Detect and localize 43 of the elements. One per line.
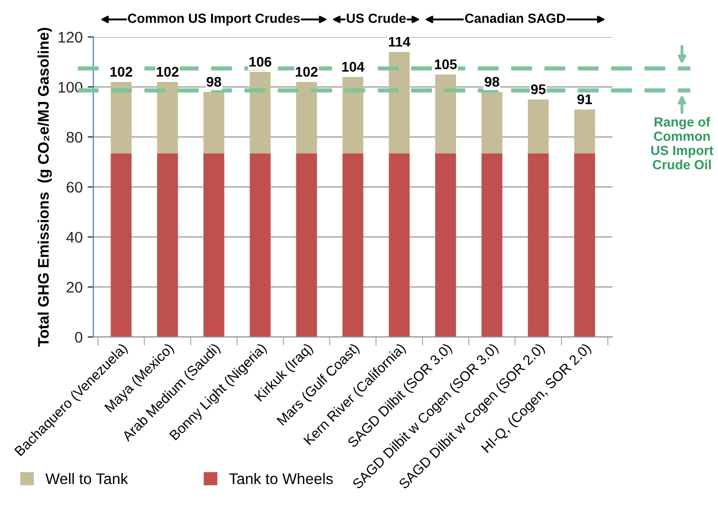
bar xyxy=(574,153,596,337)
bar xyxy=(482,153,502,337)
bar xyxy=(110,82,132,154)
y-tick-label: 40 xyxy=(66,232,82,243)
bar xyxy=(296,82,317,154)
y-tick-label: 80 xyxy=(66,132,82,143)
bar xyxy=(435,153,456,337)
bar xyxy=(203,153,224,337)
text: Canadian SAGD xyxy=(465,13,566,23)
y-tick-label: 20 xyxy=(66,282,82,293)
y-tick-label: 0 xyxy=(75,332,82,343)
total-label: 102 xyxy=(296,66,318,77)
legend-label: Well to Tank xyxy=(45,472,128,484)
bar xyxy=(528,99,549,154)
text: US Crude xyxy=(346,13,406,23)
total-label: 98 xyxy=(484,76,500,87)
bar xyxy=(250,153,271,337)
total-label: 98 xyxy=(206,76,222,87)
bar xyxy=(388,153,410,337)
total-label: 102 xyxy=(110,66,132,77)
bar xyxy=(435,74,456,154)
total-label: 114 xyxy=(388,37,410,47)
bar xyxy=(342,153,364,337)
text: Common US Import Crudes xyxy=(128,13,300,26)
total-label: 106 xyxy=(249,56,272,67)
total-label: 91 xyxy=(577,94,592,104)
y-axis-title: Total GHG Emissions (g CO₂e/MJ Gasoline) xyxy=(38,28,52,347)
total-label: 95 xyxy=(531,84,546,94)
bar xyxy=(528,153,549,337)
total-label: 104 xyxy=(342,62,364,72)
bar xyxy=(110,153,132,337)
bar xyxy=(342,76,364,154)
y-tick-label: 120 xyxy=(58,32,82,43)
bar xyxy=(157,82,178,154)
bar xyxy=(157,153,178,337)
total-label: 105 xyxy=(434,59,457,70)
bar xyxy=(388,52,410,154)
text: Range of Common US Import Crude Oil xyxy=(651,116,714,170)
bar xyxy=(296,153,317,337)
y-tick-label: 60 xyxy=(66,182,82,193)
legend-label: Tank to Wheels xyxy=(229,472,333,484)
total-label: 102 xyxy=(156,66,179,77)
bar xyxy=(574,109,596,154)
